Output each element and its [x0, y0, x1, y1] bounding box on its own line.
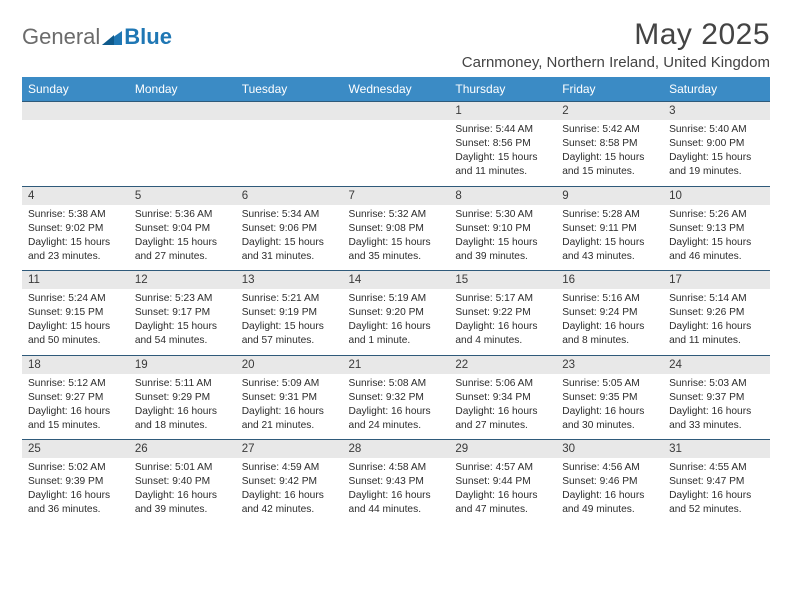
day-detail-cell: [236, 120, 343, 186]
day-detail-cell: Sunrise: 5:09 AMSunset: 9:31 PMDaylight:…: [236, 374, 343, 440]
day-number-row: 123: [22, 102, 770, 121]
calendar-body: 123Sunrise: 5:44 AMSunset: 8:56 PMDaylig…: [22, 102, 770, 525]
day-detail-cell: Sunrise: 4:59 AMSunset: 9:42 PMDaylight:…: [236, 458, 343, 524]
day-detail-cell: Sunrise: 5:21 AMSunset: 9:19 PMDaylight:…: [236, 289, 343, 355]
day-detail-cell: Sunrise: 5:16 AMSunset: 9:24 PMDaylight:…: [556, 289, 663, 355]
day-number-cell: 13: [236, 271, 343, 290]
day-detail-cell: Sunrise: 4:56 AMSunset: 9:46 PMDaylight:…: [556, 458, 663, 524]
day-detail-cell: Sunrise: 4:57 AMSunset: 9:44 PMDaylight:…: [449, 458, 556, 524]
day-detail-cell: Sunrise: 5:14 AMSunset: 9:26 PMDaylight:…: [663, 289, 770, 355]
day-header-row: Sunday Monday Tuesday Wednesday Thursday…: [22, 77, 770, 102]
brand-logo: General Blue: [22, 24, 172, 50]
day-number-cell: 19: [129, 355, 236, 374]
day-detail-cell: Sunrise: 5:06 AMSunset: 9:34 PMDaylight:…: [449, 374, 556, 440]
day-number-cell: 30: [556, 440, 663, 459]
day-number-cell: [236, 102, 343, 121]
day-number-cell: 22: [449, 355, 556, 374]
day-header: Thursday: [449, 77, 556, 102]
day-number-cell: 5: [129, 186, 236, 205]
day-number-cell: 3: [663, 102, 770, 121]
day-number-cell: 23: [556, 355, 663, 374]
day-detail-cell: Sunrise: 4:55 AMSunset: 9:47 PMDaylight:…: [663, 458, 770, 524]
day-detail-cell: Sunrise: 5:24 AMSunset: 9:15 PMDaylight:…: [22, 289, 129, 355]
brand-name-gray: General: [22, 24, 100, 50]
day-number-cell: [129, 102, 236, 121]
day-detail-row: Sunrise: 5:24 AMSunset: 9:15 PMDaylight:…: [22, 289, 770, 355]
day-header: Monday: [129, 77, 236, 102]
day-number-cell: 14: [343, 271, 450, 290]
day-detail-cell: [343, 120, 450, 186]
day-detail-cell: Sunrise: 5:26 AMSunset: 9:13 PMDaylight:…: [663, 205, 770, 271]
day-header: Saturday: [663, 77, 770, 102]
day-detail-cell: Sunrise: 5:17 AMSunset: 9:22 PMDaylight:…: [449, 289, 556, 355]
day-header: Tuesday: [236, 77, 343, 102]
day-header: Wednesday: [343, 77, 450, 102]
day-number-cell: [343, 102, 450, 121]
day-number-cell: 24: [663, 355, 770, 374]
day-number-row: 25262728293031: [22, 440, 770, 459]
day-detail-cell: Sunrise: 5:44 AMSunset: 8:56 PMDaylight:…: [449, 120, 556, 186]
day-detail-cell: [22, 120, 129, 186]
day-detail-cell: Sunrise: 5:36 AMSunset: 9:04 PMDaylight:…: [129, 205, 236, 271]
day-detail-cell: Sunrise: 5:11 AMSunset: 9:29 PMDaylight:…: [129, 374, 236, 440]
brand-name-blue: Blue: [124, 24, 172, 50]
brand-triangle-icon: [102, 29, 122, 45]
header: General Blue May 2025 Carnmoney, Norther…: [22, 18, 770, 71]
day-detail-cell: Sunrise: 5:42 AMSunset: 8:58 PMDaylight:…: [556, 120, 663, 186]
day-number-cell: 9: [556, 186, 663, 205]
day-detail-row: Sunrise: 5:44 AMSunset: 8:56 PMDaylight:…: [22, 120, 770, 186]
day-detail-cell: Sunrise: 5:40 AMSunset: 9:00 PMDaylight:…: [663, 120, 770, 186]
day-detail-cell: Sunrise: 5:03 AMSunset: 9:37 PMDaylight:…: [663, 374, 770, 440]
month-title: May 2025: [462, 18, 770, 52]
day-number-cell: 27: [236, 440, 343, 459]
day-detail-cell: Sunrise: 5:08 AMSunset: 9:32 PMDaylight:…: [343, 374, 450, 440]
day-number-cell: 16: [556, 271, 663, 290]
day-number-cell: 15: [449, 271, 556, 290]
day-detail-cell: Sunrise: 5:12 AMSunset: 9:27 PMDaylight:…: [22, 374, 129, 440]
day-number-cell: 18: [22, 355, 129, 374]
calendar-table: Sunday Monday Tuesday Wednesday Thursday…: [22, 77, 770, 524]
day-number-cell: 21: [343, 355, 450, 374]
day-number-cell: 26: [129, 440, 236, 459]
day-detail-cell: Sunrise: 5:30 AMSunset: 9:10 PMDaylight:…: [449, 205, 556, 271]
day-detail-cell: Sunrise: 5:23 AMSunset: 9:17 PMDaylight:…: [129, 289, 236, 355]
day-detail-cell: Sunrise: 5:32 AMSunset: 9:08 PMDaylight:…: [343, 205, 450, 271]
day-detail-cell: [129, 120, 236, 186]
day-number-cell: 20: [236, 355, 343, 374]
day-detail-cell: Sunrise: 5:28 AMSunset: 9:11 PMDaylight:…: [556, 205, 663, 271]
day-number-cell: 29: [449, 440, 556, 459]
day-detail-row: Sunrise: 5:02 AMSunset: 9:39 PMDaylight:…: [22, 458, 770, 524]
location-subtitle: Carnmoney, Northern Ireland, United King…: [462, 54, 770, 71]
day-number-cell: 8: [449, 186, 556, 205]
day-header: Friday: [556, 77, 663, 102]
day-detail-cell: Sunrise: 5:38 AMSunset: 9:02 PMDaylight:…: [22, 205, 129, 271]
day-number-cell: 25: [22, 440, 129, 459]
day-header: Sunday: [22, 77, 129, 102]
day-number-row: 11121314151617: [22, 271, 770, 290]
day-number-cell: 7: [343, 186, 450, 205]
day-number-cell: 31: [663, 440, 770, 459]
day-number-cell: 12: [129, 271, 236, 290]
day-detail-cell: Sunrise: 5:05 AMSunset: 9:35 PMDaylight:…: [556, 374, 663, 440]
day-number-cell: 6: [236, 186, 343, 205]
day-detail-cell: Sunrise: 5:34 AMSunset: 9:06 PMDaylight:…: [236, 205, 343, 271]
calendar-page: General Blue May 2025 Carnmoney, Norther…: [0, 0, 792, 542]
day-number-cell: 2: [556, 102, 663, 121]
day-detail-cell: Sunrise: 5:01 AMSunset: 9:40 PMDaylight:…: [129, 458, 236, 524]
day-detail-cell: Sunrise: 5:02 AMSunset: 9:39 PMDaylight:…: [22, 458, 129, 524]
day-number-cell: 10: [663, 186, 770, 205]
day-detail-row: Sunrise: 5:12 AMSunset: 9:27 PMDaylight:…: [22, 374, 770, 440]
day-detail-cell: Sunrise: 5:19 AMSunset: 9:20 PMDaylight:…: [343, 289, 450, 355]
day-number-cell: 11: [22, 271, 129, 290]
day-number-cell: 4: [22, 186, 129, 205]
day-number-row: 18192021222324: [22, 355, 770, 374]
day-number-cell: 28: [343, 440, 450, 459]
day-number-cell: 1: [449, 102, 556, 121]
day-number-cell: 17: [663, 271, 770, 290]
title-block: May 2025 Carnmoney, Northern Ireland, Un…: [462, 18, 770, 71]
day-number-cell: [22, 102, 129, 121]
day-detail-cell: Sunrise: 4:58 AMSunset: 9:43 PMDaylight:…: [343, 458, 450, 524]
day-detail-row: Sunrise: 5:38 AMSunset: 9:02 PMDaylight:…: [22, 205, 770, 271]
day-number-row: 45678910: [22, 186, 770, 205]
